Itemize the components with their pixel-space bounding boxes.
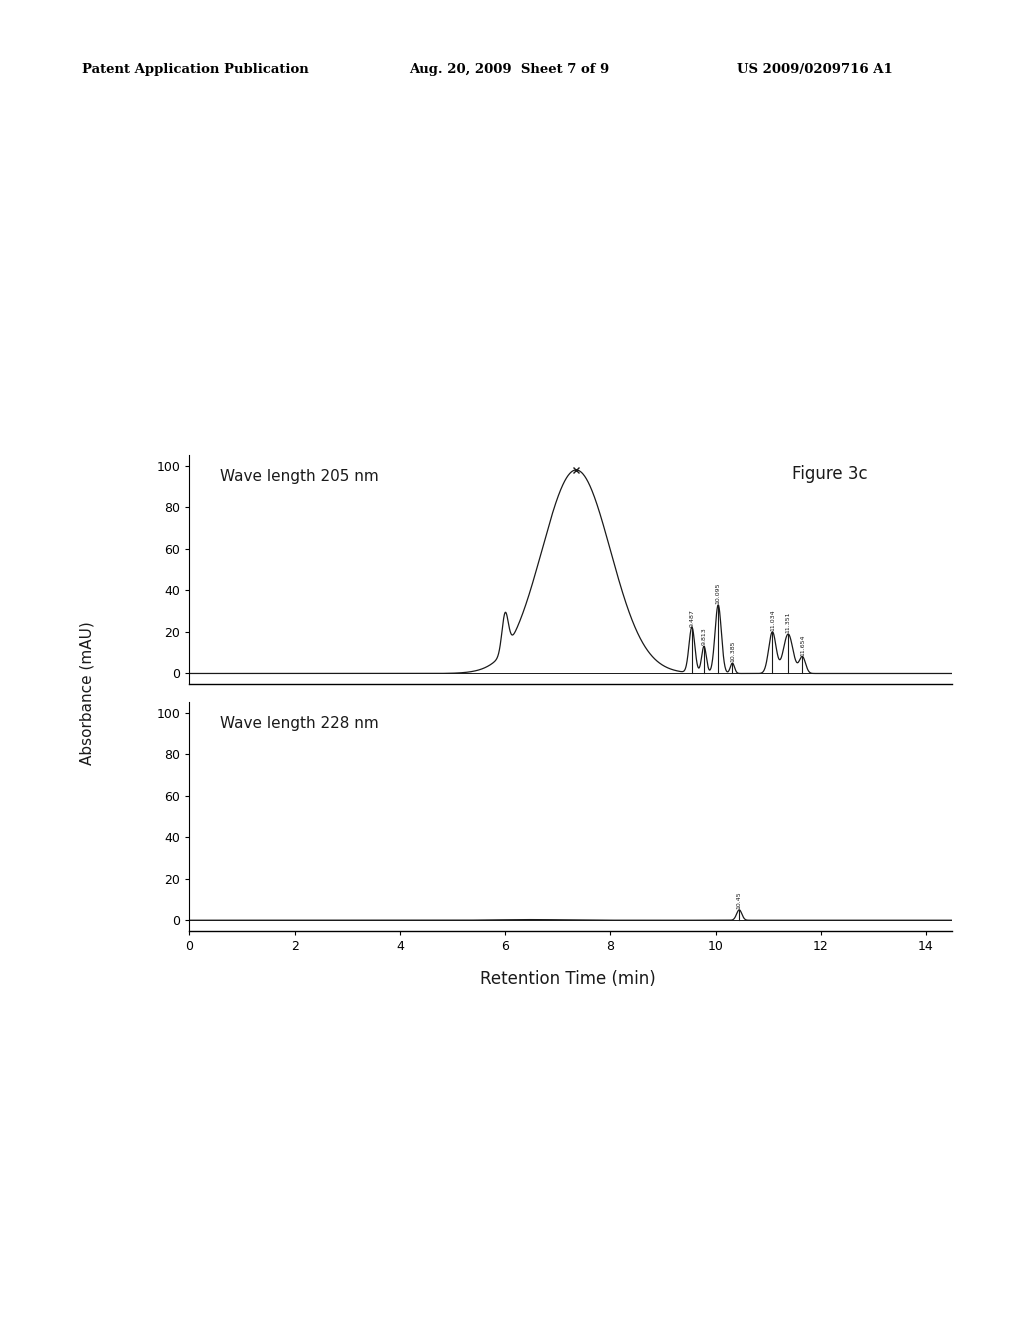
Text: 10.385: 10.385	[730, 640, 735, 663]
Text: 9.487: 9.487	[689, 609, 694, 627]
Text: Wave length 228 nm: Wave length 228 nm	[220, 715, 379, 731]
Text: Absorbance (mAU): Absorbance (mAU)	[80, 622, 94, 764]
Text: 10.45: 10.45	[736, 891, 741, 909]
Text: 9.813: 9.813	[701, 628, 707, 645]
Text: 10.095: 10.095	[716, 582, 721, 605]
Text: Wave length 205 nm: Wave length 205 nm	[220, 469, 379, 484]
Text: 11.034: 11.034	[770, 610, 775, 631]
Text: Patent Application Publication: Patent Application Publication	[82, 63, 308, 77]
Text: US 2009/0209716 A1: US 2009/0209716 A1	[737, 63, 893, 77]
Text: Retention Time (min): Retention Time (min)	[480, 970, 656, 989]
Text: 11.351: 11.351	[785, 611, 791, 634]
Text: Figure 3c: Figure 3c	[793, 465, 867, 483]
Text: Aug. 20, 2009  Sheet 7 of 9: Aug. 20, 2009 Sheet 7 of 9	[410, 63, 610, 77]
Text: 11.654: 11.654	[800, 635, 805, 656]
